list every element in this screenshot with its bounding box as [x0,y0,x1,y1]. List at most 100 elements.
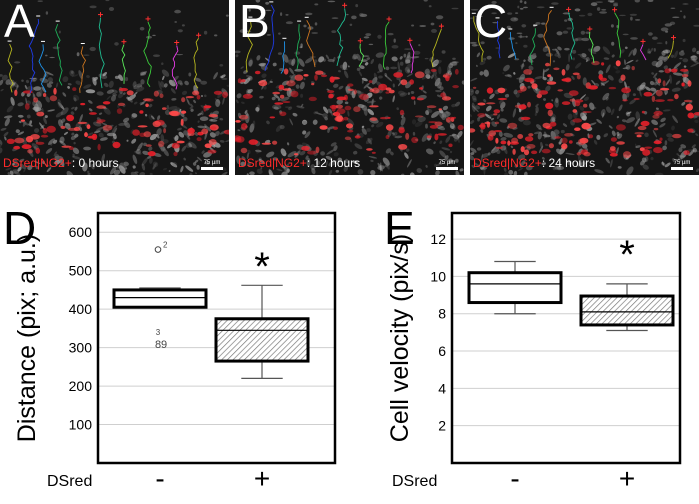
dsred-cell [409,79,414,85]
tissue-cell [399,92,408,97]
tissue-cell [42,160,45,164]
migrating-cell [58,30,61,34]
tissue-cell [585,59,588,63]
migrating-cell [451,7,459,10]
tissue-cell [378,63,383,73]
dsred-cell [283,68,289,75]
dsred-cell [369,117,378,122]
tissue-cell [587,48,597,55]
panel-a: A DSred|NG2+: 0 hours 75 µm [0,0,229,175]
tissue-cell [204,94,207,98]
migrating-cell [136,85,141,88]
tissue-cell [552,166,557,171]
migrating-cell [648,32,653,36]
tissue-cell [179,110,185,118]
tissue-cell [370,159,374,163]
tissue-cell [507,52,516,59]
dsred-cell [347,88,354,92]
tissue-cell [70,111,75,115]
tissue-cell [447,65,450,74]
tissue-cell [520,63,525,68]
tissue-cell [67,85,70,89]
tissue-cell [575,62,582,69]
tissue-cell [140,71,148,76]
migrating-cell [29,77,37,80]
tissue-cell [664,140,668,146]
tissue-cell [626,166,634,175]
tissue-cell [635,145,641,149]
tissue-cell [457,130,463,138]
tissue-cell [557,46,562,51]
dsred-cell [378,83,388,91]
tissue-cell [93,121,102,127]
migrating-cell [235,50,241,54]
migrating-cell [124,77,129,82]
tissue-cell [111,163,115,170]
dsred-cell [143,131,152,138]
tissue-cell [188,141,197,149]
dsred-cell [290,90,299,98]
panel-c-caption: DSred|NG2+: 24 hours [473,156,596,170]
tissue-cell [72,94,80,101]
x-category-label: - [510,463,519,494]
dsred-cell [687,80,692,87]
tissue-cell [396,107,400,111]
dsred-cell [294,74,304,81]
dsred-cell [547,109,553,117]
tissue-cell [111,94,116,102]
tissue-cell [377,70,382,74]
tissue-cell [404,55,411,64]
dsred-cell [42,127,48,134]
migration-track [295,24,301,70]
dsred-cell [77,121,88,125]
tissue-cell [246,152,250,160]
tissue-cell [32,77,38,82]
tissue-cell [483,69,489,77]
dsred-cell [14,89,18,97]
dsred-cell [493,130,502,133]
tissue-cell [75,80,82,85]
tissue-cell [461,80,464,85]
tissue-cell [131,114,137,119]
tissue-cell [490,117,495,121]
box-control [112,288,208,309]
tissue-cell [602,46,611,55]
migrating-cell [607,0,615,3]
migrating-cell [513,17,517,20]
outlier-marker [154,246,162,253]
tissue-cell [664,92,667,96]
migrating-cell [255,0,261,3]
dsred-cell [547,74,552,78]
dsred-cell [320,74,328,78]
tissue-cell [438,66,442,75]
dsred-cell [314,74,318,81]
dsred-cell [493,113,498,116]
tissue-cell [616,131,620,136]
dsred-cell [158,140,165,147]
dsred-cell [282,101,291,103]
tissue-cell [361,79,364,84]
migrating-cell [430,22,435,26]
tissue-cell [665,49,669,54]
tissue-cell [63,131,69,136]
dsred-cell [512,148,516,155]
migrating-cell [89,5,97,9]
migrating-cell [574,38,579,42]
migrating-cell [562,30,569,34]
migrating-cell [652,36,658,40]
dsred-cell [242,93,253,99]
tissue-cell [170,88,176,94]
tissue-cell [161,69,170,77]
dsred-cell [442,74,447,78]
dsred-cell [591,60,600,66]
migrating-cell [285,14,289,16]
migrating-cell [311,32,319,34]
tissue-cell [500,145,507,151]
tissue-cell [13,158,18,168]
tissue-cell [283,54,289,63]
migrating-cell [495,47,500,49]
migrating-cell [662,49,671,54]
tissue-cell [672,72,683,76]
tissue-cell [439,86,444,91]
migrating-cell [71,70,74,74]
